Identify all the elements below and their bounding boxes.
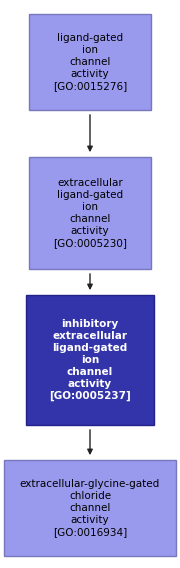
FancyBboxPatch shape — [29, 14, 151, 110]
Text: extracellular
ligand-gated
ion
channel
activity
[GO:0005230]: extracellular ligand-gated ion channel a… — [53, 178, 127, 248]
FancyBboxPatch shape — [26, 295, 154, 425]
FancyBboxPatch shape — [29, 157, 151, 269]
FancyBboxPatch shape — [4, 460, 176, 556]
Text: ligand-gated
ion
channel
activity
[GO:0015276]: ligand-gated ion channel activity [GO:00… — [53, 33, 127, 91]
Text: extracellular-glycine-gated
chloride
channel
activity
[GO:0016934]: extracellular-glycine-gated chloride cha… — [20, 479, 160, 537]
Text: inhibitory
extracellular
ligand-gated
ion
channel
activity
[GO:0005237]: inhibitory extracellular ligand-gated io… — [49, 319, 131, 401]
